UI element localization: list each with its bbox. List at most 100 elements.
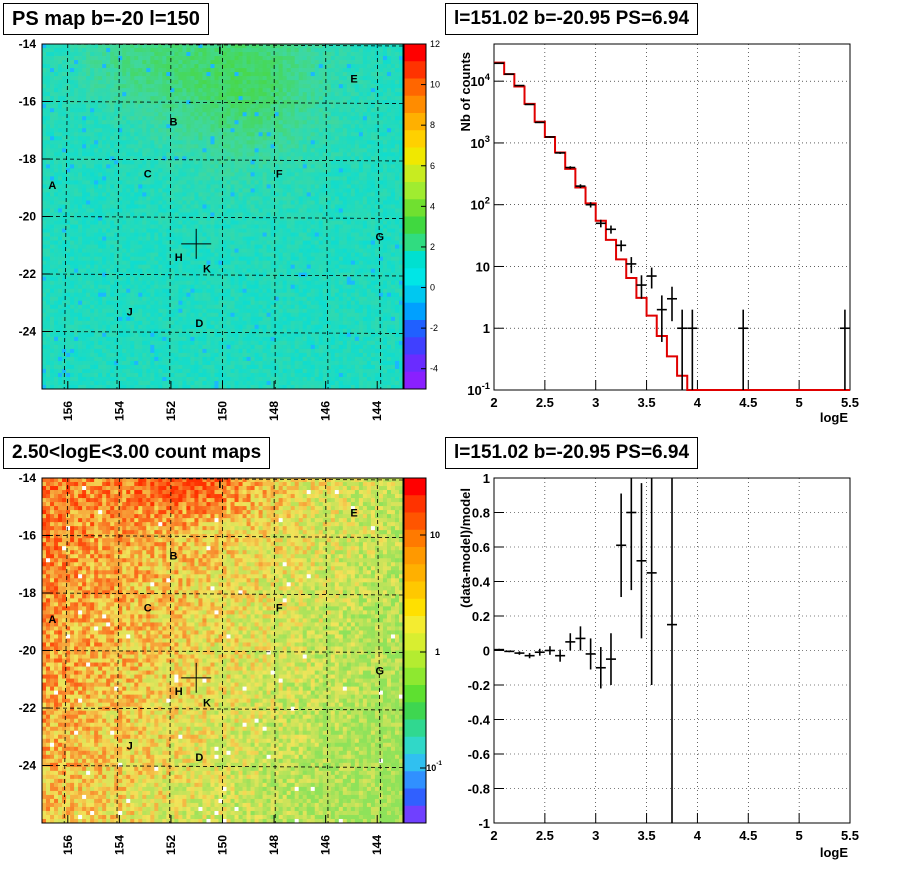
ps-colorbar bbox=[404, 44, 426, 390]
x-tick-label: 3.5 bbox=[638, 828, 656, 843]
x-tick-label: 154 bbox=[112, 835, 126, 855]
y-tick-label: -14 bbox=[19, 471, 37, 485]
grid-line-longitude bbox=[325, 43, 329, 390]
grid-line-longitude bbox=[169, 477, 172, 824]
x-tick-label: 3 bbox=[592, 828, 599, 843]
y-tick-label: 0.4 bbox=[472, 575, 491, 590]
x-tick-label: 2.5 bbox=[536, 395, 554, 410]
source-label-E: E bbox=[350, 74, 357, 86]
grid-line-longitude bbox=[273, 43, 276, 390]
grid-line-longitude bbox=[325, 477, 329, 824]
x-tick-label: 4.5 bbox=[739, 395, 757, 410]
residual-title: l=151.02 b=-20.95 PS=6.94 bbox=[445, 437, 699, 469]
colorbar-tick-label: 0 bbox=[430, 283, 435, 293]
x-tick-label: 144 bbox=[370, 835, 384, 855]
y-tick-label: 103 bbox=[470, 134, 490, 151]
x-tick-label: 2.5 bbox=[536, 828, 554, 843]
source-label-C: C bbox=[144, 602, 152, 614]
grid-line-longitude bbox=[376, 43, 382, 390]
colorbar-tick-label: -4 bbox=[430, 364, 438, 374]
source-label-A: A bbox=[48, 614, 56, 626]
source-label-A: A bbox=[48, 180, 56, 192]
source-label-K: K bbox=[203, 263, 211, 275]
x-tick-label: 4.5 bbox=[739, 828, 757, 843]
x-tick-label: 2 bbox=[490, 395, 497, 410]
colorbar-tick-label: 4 bbox=[430, 201, 435, 211]
y-tick-label: 0.2 bbox=[472, 609, 490, 624]
x-axis-label: logE bbox=[820, 410, 848, 425]
y-tick-label: -18 bbox=[19, 152, 37, 166]
y-tick-label: -20 bbox=[19, 210, 37, 224]
y-tick-label: -1 bbox=[478, 816, 490, 831]
source-label-G: G bbox=[376, 232, 385, 244]
count-colorbar bbox=[404, 478, 426, 824]
y-tick-label: 1 bbox=[483, 471, 490, 486]
grid-line-longitude bbox=[376, 477, 382, 824]
plot-frame bbox=[493, 43, 851, 391]
x-tick-label: 150 bbox=[216, 835, 230, 855]
colorbar-tick-label: 1 bbox=[435, 647, 440, 657]
x-tick-label: 152 bbox=[164, 401, 178, 421]
source-label-J: J bbox=[127, 306, 133, 318]
y-tick-label: 104 bbox=[470, 72, 490, 89]
source-label-E: E bbox=[350, 508, 357, 520]
y-tick-label: -18 bbox=[19, 586, 37, 600]
source-label-H: H bbox=[175, 686, 183, 698]
grid-line-longitude bbox=[169, 43, 172, 390]
y-tick-label: -20 bbox=[19, 644, 37, 658]
x-tick-label: 148 bbox=[267, 401, 281, 421]
x-tick-label: 2 bbox=[490, 828, 497, 843]
colorbar-tick-label: 10 bbox=[430, 80, 440, 90]
y-tick-label: -16 bbox=[19, 95, 37, 109]
source-label-I: I bbox=[218, 479, 221, 491]
x-tick-label: 4 bbox=[694, 828, 702, 843]
source-label-D: D bbox=[195, 318, 203, 330]
spectrum-title: l=151.02 b=-20.95 PS=6.94 bbox=[445, 3, 699, 35]
y-tick-label: -24 bbox=[19, 759, 37, 773]
x-axis-label: logE bbox=[820, 845, 848, 860]
x-tick-label: 3 bbox=[592, 395, 599, 410]
y-tick-label: -0.8 bbox=[468, 782, 490, 797]
colorbar-tick-label: 6 bbox=[430, 161, 435, 171]
x-tick-label: 3.5 bbox=[638, 395, 656, 410]
y-tick-label: -0.2 bbox=[468, 678, 490, 693]
ps-map-title: PS map b=-20 l=150 bbox=[3, 3, 209, 35]
x-tick-label: 5 bbox=[796, 828, 803, 843]
y-tick-label: 1 bbox=[483, 321, 490, 336]
source-label-D: D bbox=[195, 752, 203, 764]
y-axis-label: (data-model)/model bbox=[458, 488, 473, 608]
y-tick-label: 0.6 bbox=[472, 540, 490, 555]
grid-line-longitude bbox=[273, 477, 276, 824]
source-label-B: B bbox=[170, 551, 178, 563]
x-tick-label: 152 bbox=[164, 835, 178, 855]
colorbar-tick-label: 12 bbox=[430, 39, 440, 49]
y-tick-label: -22 bbox=[19, 267, 37, 281]
source-label-J: J bbox=[127, 740, 133, 752]
y-tick-label: -16 bbox=[19, 529, 37, 543]
x-tick-label: 146 bbox=[319, 401, 333, 421]
x-tick-label: 150 bbox=[216, 401, 230, 421]
y-tick-label: -0.4 bbox=[468, 713, 491, 728]
colorbar-frame bbox=[403, 477, 427, 824]
x-tick-label: 144 bbox=[370, 401, 384, 421]
source-label-F: F bbox=[276, 602, 283, 614]
source-label-G: G bbox=[376, 666, 385, 678]
source-label-B: B bbox=[170, 117, 178, 129]
grid-line-longitude bbox=[116, 477, 120, 824]
y-axis-label: Nb of counts bbox=[458, 52, 473, 131]
x-tick-label: 5.5 bbox=[841, 828, 859, 843]
colorbar-tick-label: 8 bbox=[430, 120, 435, 130]
ps-map-heatmap bbox=[42, 44, 404, 390]
y-tick-label: -0.6 bbox=[468, 747, 490, 762]
x-tick-label: 5.5 bbox=[841, 395, 859, 410]
x-tick-label: 148 bbox=[267, 835, 281, 855]
source-label-H: H bbox=[175, 252, 183, 264]
y-tick-label: -24 bbox=[19, 325, 37, 339]
colorbar-tick-label: 2 bbox=[430, 242, 435, 252]
y-tick-label: 10 bbox=[476, 259, 490, 274]
source-label-F: F bbox=[276, 168, 283, 180]
y-tick-label: 10-1 bbox=[467, 381, 490, 398]
grid-line-longitude bbox=[116, 43, 120, 390]
source-label-I: I bbox=[218, 45, 221, 57]
